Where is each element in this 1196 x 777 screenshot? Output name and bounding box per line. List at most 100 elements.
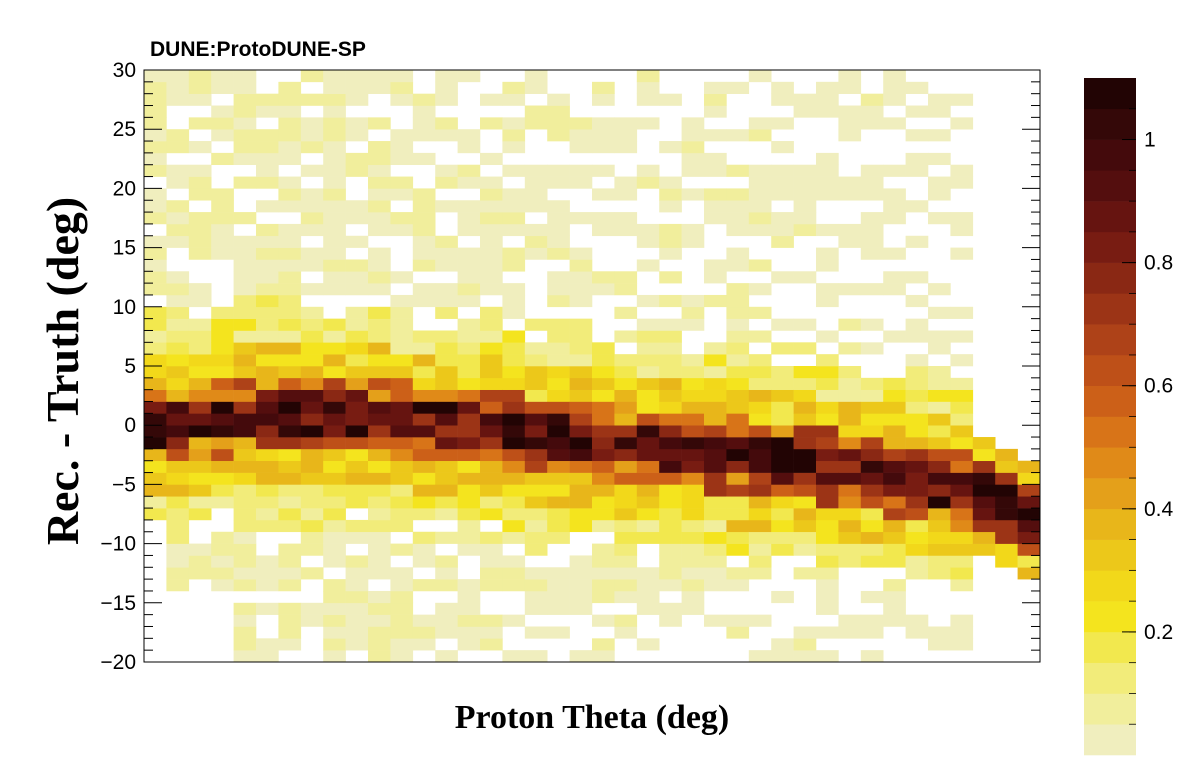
heatmap-cell (278, 626, 302, 639)
heatmap-cell (188, 437, 212, 450)
heatmap-cell (233, 81, 257, 94)
heatmap-cell (166, 354, 190, 367)
heatmap-cell (524, 200, 548, 213)
heatmap-cell (524, 484, 548, 497)
heatmap-cell (524, 519, 548, 533)
heatmap-cell (748, 567, 772, 580)
heatmap-cell (211, 342, 234, 355)
heatmap-cell (188, 389, 212, 402)
heatmap-cell (480, 200, 503, 213)
heatmap-cell (569, 425, 593, 438)
heatmap-cell (368, 555, 391, 568)
heatmap-cell (278, 579, 302, 592)
heatmap-cell (457, 638, 481, 651)
heatmap-cell (592, 460, 615, 473)
heatmap-cell (233, 105, 257, 118)
heatmap-cell (905, 543, 929, 556)
heatmap-cell (256, 401, 279, 414)
heatmap-cell (300, 437, 324, 450)
heatmap-cell (547, 330, 570, 343)
heatmap-cell (883, 448, 906, 462)
heatmap-cell (390, 141, 414, 154)
heatmap-cell (144, 271, 167, 284)
heatmap-cell (480, 496, 503, 509)
heatmap-cell (211, 117, 234, 130)
heatmap-cell (502, 223, 526, 237)
heatmap-cell (256, 555, 279, 568)
heatmap-cell (704, 448, 727, 462)
heatmap-cell (390, 437, 414, 450)
heatmap-cell (726, 484, 750, 497)
heatmap-cell (524, 531, 548, 544)
heatmap-cell (883, 614, 906, 627)
heatmap-cell (569, 141, 593, 154)
heatmap-cell (256, 294, 279, 308)
heatmap-cell (256, 519, 279, 533)
heatmap-cell (704, 259, 727, 272)
heatmap-cell (681, 531, 705, 544)
heatmap-cell (480, 614, 503, 627)
heatmap-cell (928, 437, 951, 450)
heatmap-cell (704, 614, 727, 627)
heatmap-cell (547, 472, 570, 485)
heatmap-cell (995, 472, 1018, 485)
heatmap-cell (300, 93, 324, 106)
heatmap-cell (278, 389, 302, 402)
heatmap-cell (188, 223, 212, 237)
heatmap-cell (726, 496, 750, 509)
heatmap-cell (188, 164, 212, 177)
heatmap-cell (614, 614, 638, 627)
heatmap-cell (681, 508, 705, 521)
heatmap-cell (636, 590, 660, 604)
heatmap-cell (547, 401, 570, 414)
colorbar-segment (1084, 78, 1136, 110)
heatmap-cell (166, 200, 190, 213)
heatmap-cell (838, 519, 862, 533)
heatmap-cell (592, 271, 615, 284)
heatmap-cell (435, 626, 458, 639)
heatmap-cell (368, 602, 391, 615)
heatmap-cell (636, 377, 660, 390)
heatmap-cell (278, 377, 302, 390)
heatmap-cell (636, 81, 660, 94)
heatmap-cell (233, 212, 257, 225)
heatmap-cell (345, 425, 369, 438)
heatmap-cell (166, 235, 190, 248)
heatmap-cell (412, 448, 436, 462)
heatmap-cell (883, 413, 906, 426)
heatmap-cell (659, 377, 682, 390)
heatmap-cell (435, 448, 458, 462)
heatmap-cell (256, 425, 279, 438)
heatmap-cell (883, 508, 906, 521)
y-tick-label: −15 (100, 592, 136, 615)
heatmap-cell (345, 330, 369, 343)
heatmap-cell (636, 294, 660, 308)
heatmap-cell (547, 389, 570, 402)
heatmap-cell (547, 366, 570, 379)
heatmap-cell (300, 306, 324, 319)
heatmap-cell (188, 401, 212, 414)
heatmap-cell (233, 543, 257, 556)
heatmap-cell (300, 389, 324, 402)
heatmap-cell (480, 638, 503, 651)
heatmap-cell (659, 330, 682, 343)
heatmap-cell (412, 472, 436, 485)
heatmap-cell (480, 567, 503, 580)
heatmap-cell (704, 377, 727, 390)
heatmap-cell (569, 354, 593, 367)
heatmap-cell (771, 484, 794, 497)
heatmap-cell (390, 508, 414, 521)
heatmap-cell (502, 531, 526, 544)
heatmap-cell (816, 283, 839, 296)
heatmap-cell (300, 212, 324, 225)
heatmap-cell (480, 152, 503, 166)
heatmap-cell (233, 330, 257, 343)
heatmap-cell (838, 543, 862, 556)
heatmap-cell (233, 496, 257, 509)
heatmap-cell (547, 496, 570, 509)
heatmap-cell (278, 141, 302, 154)
heatmap-cell (726, 81, 750, 94)
heatmap-cell (480, 389, 503, 402)
heatmap-cell (368, 389, 391, 402)
colorbar-segment (1084, 631, 1136, 663)
